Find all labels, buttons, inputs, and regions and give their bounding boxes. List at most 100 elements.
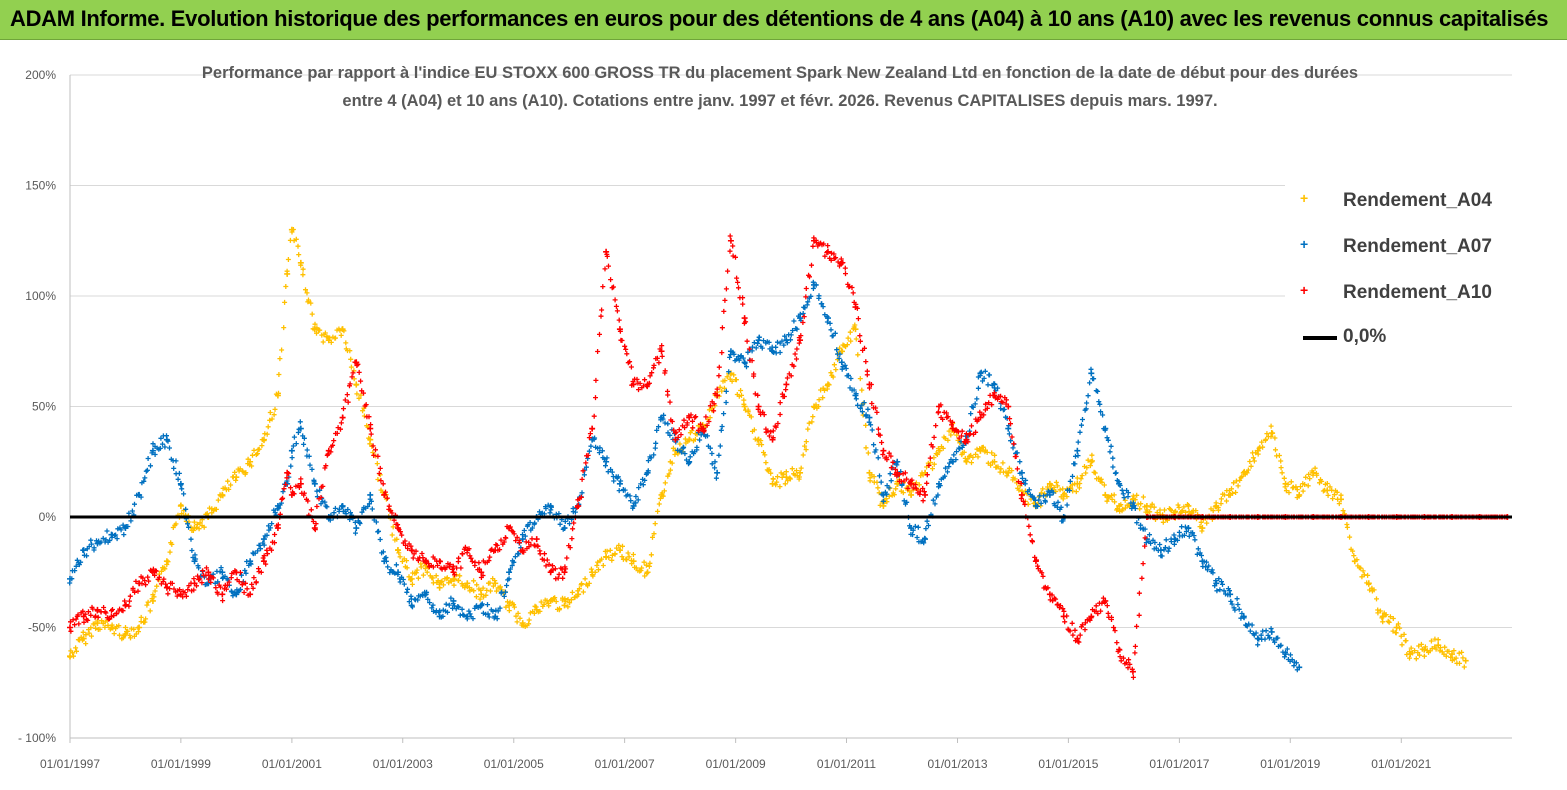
data-point-a10	[67, 624, 73, 631]
data-point-a04	[247, 458, 254, 465]
data-point-a10	[616, 326, 623, 333]
data-point-a04	[852, 326, 859, 333]
data-point-a04	[284, 270, 291, 277]
data-point-a04	[1421, 646, 1428, 653]
data-point-a04	[811, 403, 818, 410]
data-point-a10	[353, 359, 360, 366]
data-point-a07	[311, 480, 318, 487]
legend-item-a10: + Rendement_A10	[1285, 280, 1515, 306]
data-point-a10	[1018, 491, 1025, 498]
data-point-a07	[908, 525, 915, 532]
data-point-a10	[149, 569, 156, 576]
data-point-a04	[122, 631, 129, 638]
legend-label-zero: 0,0%	[1343, 326, 1387, 347]
data-point-a07	[783, 337, 790, 344]
data-point-a04	[1407, 651, 1414, 658]
x-tick-label: 01/01/2013	[927, 757, 987, 771]
data-point-a07	[811, 281, 818, 288]
data-point-a10	[219, 591, 226, 598]
data-point-a07	[1185, 525, 1192, 532]
data-point-a07	[233, 591, 240, 598]
data-point-a04	[339, 326, 346, 333]
data-point-a07	[1116, 480, 1123, 487]
data-point-a04	[177, 502, 184, 509]
data-point-a04	[589, 569, 596, 576]
data-point-a10	[714, 392, 721, 399]
data-point-a04	[991, 458, 998, 465]
legend-line-zero	[1303, 336, 1337, 340]
data-point-a04	[163, 558, 170, 565]
data-point-a04	[274, 392, 281, 399]
data-point-a10	[603, 248, 610, 255]
y-tick-label: 200%	[25, 68, 56, 82]
data-point-a04	[519, 620, 526, 627]
x-tick-label: 01/01/2019	[1260, 757, 1320, 771]
data-point-a10	[247, 591, 254, 598]
data-point-a07	[797, 315, 804, 322]
data-point-a04	[353, 381, 360, 388]
data-point-a07	[395, 569, 402, 576]
data-point-a04	[408, 575, 415, 582]
report-banner: ADAM Informe. Evolution historique des p…	[0, 0, 1567, 40]
data-point-a10	[478, 569, 485, 576]
data-point-a04	[325, 337, 332, 344]
data-point-a10	[408, 547, 415, 554]
data-point-a07	[450, 597, 457, 604]
data-point-a07	[977, 370, 984, 377]
data-point-a07	[297, 425, 304, 432]
data-point-a07	[1032, 502, 1039, 509]
data-point-a04	[1060, 491, 1067, 498]
data-point-a10	[367, 425, 374, 432]
x-tick-label: 01/01/1999	[151, 757, 211, 771]
data-point-a04	[1435, 642, 1442, 649]
legend-marker-a10: +	[1300, 282, 1309, 298]
data-point-a04	[1462, 657, 1469, 664]
data-point-a07	[866, 414, 873, 421]
data-point-a07	[191, 558, 198, 565]
data-point-a04	[288, 226, 295, 233]
chart-plot: - 100% -50% 0% 50% 100% 150% 200% 01/01/1997 01/…	[18, 68, 1512, 771]
data-point-a10	[464, 547, 471, 554]
data-point-a07	[367, 491, 374, 498]
data-point-a10	[935, 403, 942, 410]
data-point-a07	[1199, 558, 1206, 565]
data-point-a07	[1268, 628, 1275, 635]
data-point-a07	[727, 348, 734, 355]
data-point-a10	[686, 414, 693, 421]
data-point-a07	[1129, 502, 1136, 509]
data-point-a07	[1171, 536, 1178, 543]
data-point-a04	[492, 580, 499, 587]
data-point-a10	[288, 491, 295, 498]
data-point-a10	[422, 558, 429, 565]
data-point-a07	[353, 525, 360, 532]
data-point-a10	[811, 237, 818, 244]
data-point-a07	[1005, 425, 1012, 432]
data-point-a07	[506, 569, 513, 576]
data-point-a07	[1157, 547, 1164, 554]
data-point-a10	[205, 569, 212, 576]
data-point-a10	[880, 447, 887, 454]
data-point-a04	[478, 591, 485, 598]
data-point-a04	[603, 553, 610, 560]
data-point-a07	[122, 525, 129, 532]
data-point-a04	[1365, 580, 1372, 587]
x-tick-label: 01/01/2009	[706, 757, 766, 771]
data-point-a04	[367, 436, 374, 443]
data-point-a04	[908, 491, 915, 498]
data-point-a07	[714, 469, 721, 476]
data-point-a07	[644, 469, 651, 476]
data-point-a04	[575, 591, 582, 598]
data-point-a07	[177, 480, 184, 487]
chart-title-line-2: entre 4 (A04) et 10 ans (A10). Cotations…	[342, 92, 1218, 110]
data-point-a10	[1102, 597, 1109, 604]
legend-item-a04: + Rendement_A04	[1285, 188, 1515, 214]
data-point-a04	[1046, 480, 1053, 487]
data-point-a04	[1310, 469, 1317, 476]
data-point-a04	[935, 447, 942, 454]
data-point-a07	[67, 575, 73, 582]
data-point-a10	[519, 547, 526, 554]
data-point-a04	[977, 447, 984, 454]
data-point-a10	[644, 381, 651, 388]
data-point-a07	[658, 414, 665, 421]
data-point-a10	[977, 414, 984, 421]
